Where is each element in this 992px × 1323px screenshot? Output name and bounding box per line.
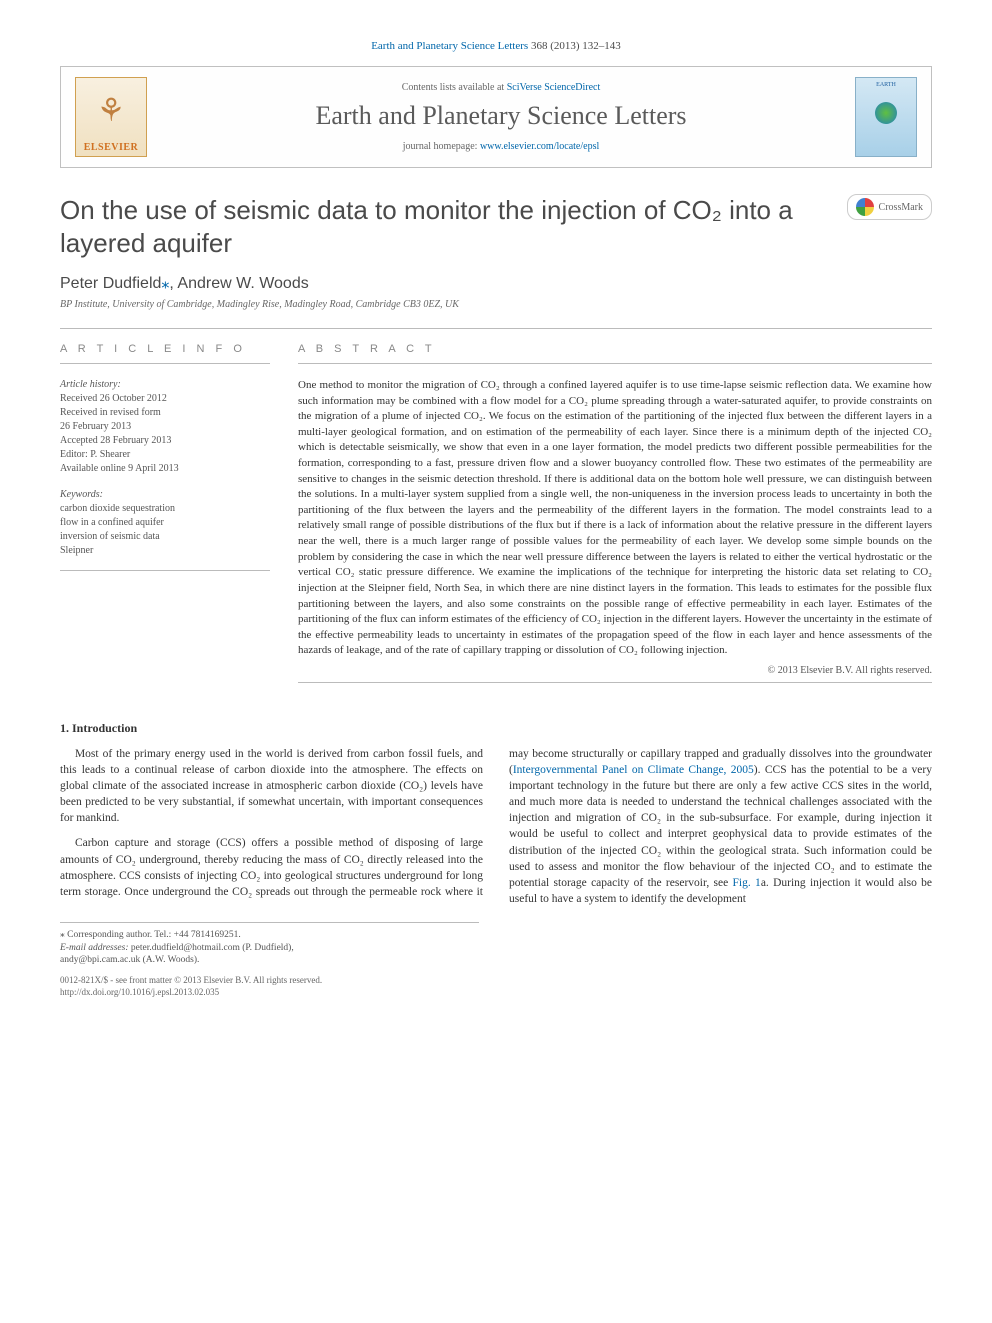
homepage-line: journal homepage: www.elsevier.com/locat… <box>165 141 837 152</box>
author-2: , Andrew W. Woods <box>169 275 308 292</box>
figure-link[interactable]: Fig. 1 <box>733 877 761 889</box>
introduction-section: 1. Introduction Most of the primary ener… <box>60 721 932 908</box>
keywords-block: Keywords: carbon dioxide sequestration f… <box>60 488 270 558</box>
header-center: Contents lists available at SciVerse Sci… <box>165 82 837 152</box>
citation-vol: 368 (2013) 132–143 <box>528 40 621 52</box>
citation-journal-link[interactable]: Earth and Planetary Science Letters <box>371 40 528 52</box>
divider <box>298 363 932 364</box>
contents-line: Contents lists available at SciVerse Sci… <box>165 82 837 93</box>
keywords-label: Keywords: <box>60 488 270 502</box>
abstract-copyright: © 2013 Elsevier B.V. All rights reserved… <box>298 665 932 676</box>
sciencedirect-link[interactable]: SciVerse ScienceDirect <box>507 82 601 93</box>
history-label: Article history: <box>60 378 270 392</box>
earth-icon <box>875 102 897 124</box>
affiliation: BP Institute, University of Cambridge, M… <box>60 299 932 310</box>
article-info-heading: A R T I C L E I N F O <box>60 343 270 355</box>
doi-line: http://dx.doi.org/10.1016/j.epsl.2013.02… <box>60 987 932 999</box>
abstract-heading: A B S T R A C T <box>298 343 932 355</box>
p2-text-b: ). CCS has the potential to be a very im… <box>509 764 932 889</box>
article-history: Article history: Received 26 October 201… <box>60 378 270 476</box>
elsevier-logo: ⚘ ELSEVIER <box>75 77 147 157</box>
abstract-column: A B S T R A C T One method to monitor th… <box>298 343 932 697</box>
footnotes: ⁎ Corresponding author. Tel.: +44 781416… <box>60 922 479 967</box>
article-info-column: A R T I C L E I N F O Article history: R… <box>60 343 270 697</box>
crossmark-label: CrossMark <box>879 202 923 213</box>
elsevier-brand: ELSEVIER <box>76 142 146 156</box>
homepage-link[interactable]: www.elsevier.com/locate/epsl <box>480 141 599 152</box>
email-1: peter.dudfield@hotmail.com (P. Dudfield)… <box>131 943 294 953</box>
crossmark-icon <box>856 198 874 216</box>
journal-cover-thumb: EARTH <box>855 77 917 157</box>
emails: E-mail addresses: peter.dudfield@hotmail… <box>60 942 479 955</box>
intro-heading: 1. Introduction <box>60 721 932 736</box>
contents-prefix: Contents lists available at <box>402 82 507 93</box>
journal-name: Earth and Planetary Science Letters <box>165 101 837 131</box>
history-line: Received in revised form <box>60 406 270 420</box>
publication-header: ⚘ ELSEVIER Contents lists available at S… <box>60 66 932 168</box>
history-line: Available online 9 April 2013 <box>60 462 270 476</box>
bottom-meta: 0012-821X/$ - see front matter © 2013 El… <box>60 975 932 998</box>
corr-footnote: ⁎ Corresponding author. Tel.: +44 781416… <box>60 929 479 942</box>
article-title: On the use of seismic data to monitor th… <box>60 194 847 259</box>
divider <box>60 363 270 364</box>
keyword: Sleipner <box>60 544 270 558</box>
crossmark-badge[interactable]: CrossMark <box>847 194 932 220</box>
keyword: flow in a confined aquifer <box>60 516 270 530</box>
cover-label: EARTH <box>876 82 896 88</box>
divider <box>60 570 270 571</box>
divider <box>60 328 932 329</box>
reference-link[interactable]: Intergovernmental Panel on Climate Chang… <box>513 764 754 776</box>
author-1: Peter Dudfield <box>60 275 161 292</box>
body-columns: Most of the primary energy used in the w… <box>60 746 932 908</box>
citation-line: Earth and Planetary Science Letters 368 … <box>60 40 932 52</box>
elsevier-tree-icon: ⚘ <box>76 78 146 142</box>
emails-label: E-mail addresses: <box>60 943 131 953</box>
divider <box>298 682 932 683</box>
intro-p1: Most of the primary energy used in the w… <box>60 746 483 826</box>
authors: Peter Dudfield⁎, Andrew W. Woods <box>60 273 932 293</box>
history-line: Accepted 28 February 2013 <box>60 434 270 448</box>
history-line: Received 26 October 2012 <box>60 392 270 406</box>
keyword: inversion of seismic data <box>60 530 270 544</box>
history-line: Editor: P. Shearer <box>60 448 270 462</box>
abstract-text: One method to monitor the migration of C… <box>298 378 932 659</box>
keyword: carbon dioxide sequestration <box>60 502 270 516</box>
issn-line: 0012-821X/$ - see front matter © 2013 El… <box>60 975 932 987</box>
history-line: 26 February 2013 <box>60 420 270 434</box>
homepage-prefix: journal homepage: <box>403 141 480 152</box>
email-2: andy@bpi.cam.ac.uk (A.W. Woods). <box>60 954 479 967</box>
